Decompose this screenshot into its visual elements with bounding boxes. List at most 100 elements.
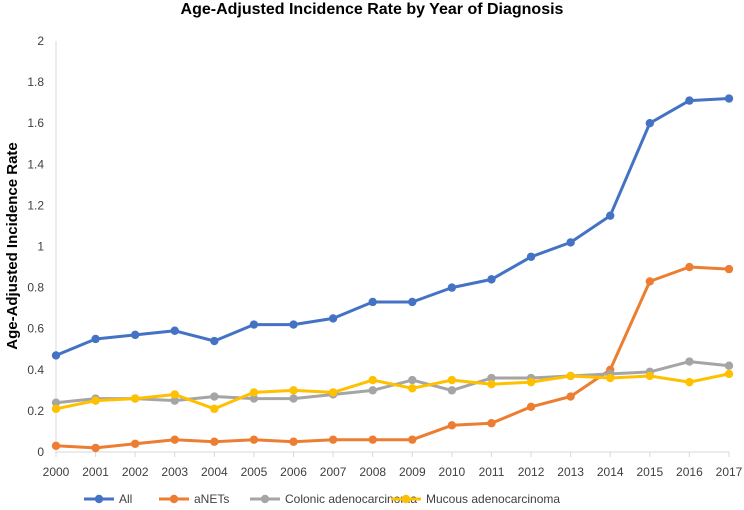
axes: 0 0.2 0.4 0.6 0.8 1 1.2 1.4 1.6 1.8 2 2000 2001 2002 2… (27, 34, 742, 479)
series-line-mucous-adenocarcinoma (54, 372, 731, 411)
x-tick-label: 2007 (320, 465, 347, 479)
data-point-anets (170, 435, 179, 444)
data-point-mucous-adenocarcinoma (130, 394, 140, 403)
x-tick-label: 2004 (201, 465, 228, 479)
legend-marker-colonic-adenocarcinoma (260, 494, 270, 504)
legend-item-mucous-adenocarcinoma: Mucous adenocarcinoma (391, 492, 560, 506)
chart-title: Age-Adjusted Incidence Rate by Year of D… (181, 1, 564, 18)
series-colonic-adenocarcinoma (51, 357, 734, 407)
data-point-anets (724, 264, 734, 274)
data-point-anets (685, 262, 694, 272)
x-tick-label: 2009 (399, 465, 426, 479)
data-point-all (566, 238, 575, 247)
x-tick-label: 2014 (597, 465, 624, 479)
data-point-all (645, 119, 655, 128)
data-point-all (526, 252, 536, 261)
y-tick-label: 0.4 (27, 363, 44, 377)
series-line-anets (54, 265, 731, 450)
x-tick-label: 2012 (518, 465, 545, 479)
data-point-all (249, 320, 259, 329)
y-tick-label: 1.2 (27, 198, 44, 212)
data-point-colonic-adenocarcinoma (289, 394, 298, 403)
data-point-mucous-adenocarcinoma (526, 377, 536, 387)
data-point-colonic-adenocarcinoma (724, 361, 734, 370)
x-tick-label: 2016 (676, 465, 703, 479)
series-mucous-adenocarcinoma (51, 369, 734, 414)
data-point-colonic-adenocarcinoma (368, 386, 377, 395)
y-tick-label: 0.8 (27, 281, 44, 295)
data-point-mucous-adenocarcinoma (487, 379, 496, 389)
legend-label-anets: aNETs (194, 492, 229, 506)
data-point-anets (249, 435, 259, 444)
data-point-colonic-adenocarcinoma (408, 375, 417, 385)
data-point-mucous-adenocarcinoma (645, 371, 655, 381)
data-point-mucous-adenocarcinoma (566, 371, 575, 381)
y-tick-label: 1 (37, 240, 44, 254)
x-tick-label: 2013 (557, 465, 584, 479)
data-point-mucous-adenocarcinoma (249, 388, 259, 397)
legend-item-all: All (84, 492, 132, 506)
x-tick-label: 2017 (716, 465, 743, 479)
data-point-mucous-adenocarcinoma (685, 377, 694, 387)
data-point-mucous-adenocarcinoma (210, 404, 219, 414)
data-point-all (51, 351, 61, 360)
data-point-mucous-adenocarcinoma (170, 390, 179, 399)
x-tick-label: 2002 (122, 465, 149, 479)
series-anets (51, 262, 734, 453)
data-point-anets (368, 435, 377, 444)
legend-marker-mucous-adenocarcinoma (401, 494, 411, 504)
data-point-anets (408, 435, 417, 444)
data-point-colonic-adenocarcinoma (685, 357, 694, 366)
x-tick-label: 2000 (43, 465, 70, 479)
data-point-mucous-adenocarcinoma (289, 386, 298, 395)
y-tick-label: 2 (37, 34, 44, 48)
data-point-mucous-adenocarcinoma (91, 396, 100, 405)
legend-item-colonic-adenocarcinoma: Colonic adenocarcinoma (250, 492, 417, 506)
data-point-colonic-adenocarcinoma (249, 394, 259, 403)
data-point-anets (91, 443, 100, 453)
y-tick-label: 0 (37, 445, 44, 459)
data-point-colonic-adenocarcinoma (447, 386, 457, 395)
data-point-anets (130, 439, 140, 448)
y-axis-label: Age-Adjusted Incidence Rate (4, 142, 21, 350)
legend-item-anets: aNETs (159, 492, 229, 506)
data-point-all (447, 283, 457, 292)
legend-marker-anets (169, 494, 179, 504)
data-point-all (130, 330, 140, 340)
data-point-anets (487, 419, 496, 428)
data-point-all (685, 96, 694, 105)
y-tick-label: 1.6 (27, 116, 44, 130)
data-point-anets (210, 437, 219, 446)
data-point-mucous-adenocarcinoma (51, 404, 61, 414)
data-point-anets (526, 402, 536, 411)
legend-marker-all (94, 494, 104, 504)
y-tick-label: 1.8 (27, 75, 44, 89)
data-point-all (487, 275, 496, 284)
data-point-all (328, 314, 338, 323)
data-point-anets (289, 437, 298, 446)
data-point-mucous-adenocarcinoma (408, 384, 417, 393)
data-point-all (724, 94, 734, 103)
data-point-all (210, 336, 219, 346)
data-point-colonic-adenocarcinoma (210, 392, 219, 401)
x-tick-label: 2008 (359, 465, 386, 479)
data-point-all (368, 297, 377, 307)
series-all (51, 94, 734, 360)
data-point-all (606, 211, 615, 220)
legend: All aNETs Colonic adenocarcinoma Mucous ade… (84, 492, 560, 506)
data-point-all (289, 320, 298, 329)
y-tick-label: 1.4 (27, 157, 44, 171)
data-point-colonic-adenocarcinoma (487, 373, 496, 383)
legend-label-mucous-adenocarcinoma: Mucous adenocarcinoma (426, 492, 560, 506)
x-tick-label: 2011 (479, 465, 505, 479)
series-line-all (54, 97, 731, 357)
data-point-all (91, 334, 100, 344)
legend-label-colonic-adenocarcinoma: Colonic adenocarcinoma (285, 492, 417, 506)
data-point-colonic-adenocarcinoma (51, 398, 61, 407)
data-point-anets (51, 441, 61, 451)
data-point-anets (447, 421, 457, 430)
x-tick-label: 2006 (280, 465, 307, 479)
legend-label-all: All (119, 492, 132, 506)
